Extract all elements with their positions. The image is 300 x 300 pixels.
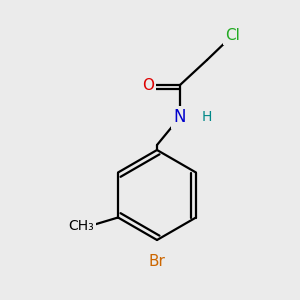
Text: N: N [174, 108, 186, 126]
Text: H: H [202, 110, 212, 124]
Text: Cl: Cl [226, 28, 240, 43]
Text: Br: Br [148, 254, 165, 269]
Text: CH₃: CH₃ [68, 219, 94, 233]
Text: O: O [142, 77, 154, 92]
